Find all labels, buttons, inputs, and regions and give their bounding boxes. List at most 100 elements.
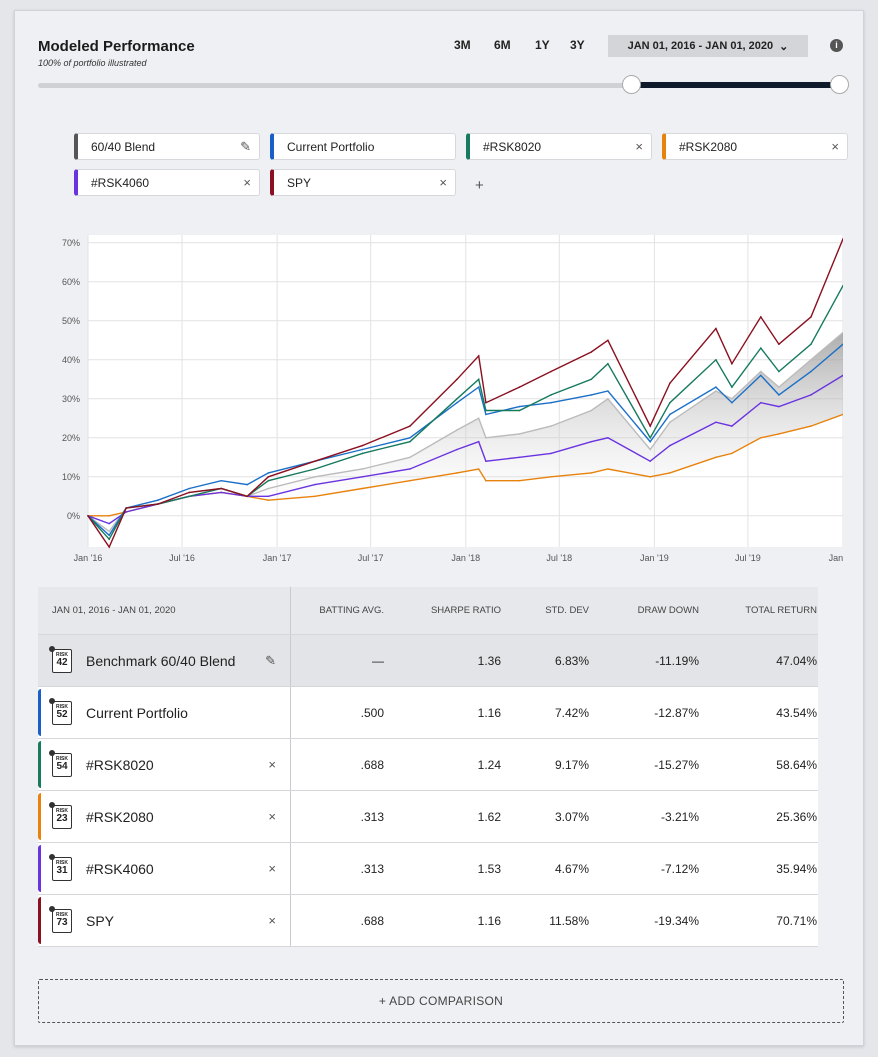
risk-score-icon: RISK 54	[49, 749, 72, 777]
range-slider-fill	[632, 82, 840, 88]
column-header[interactable]: DRAW DOWN	[637, 605, 699, 616]
table-cell: -3.21%	[660, 809, 699, 824]
table-cell: 58.64%	[776, 757, 817, 772]
performance-card: Modeled Performance 100% of portfolio il…	[14, 10, 864, 1046]
data-point	[760, 316, 762, 318]
chip--rsk4060[interactable]: #RSK4060 ×	[74, 169, 260, 196]
chip-current-portfolio[interactable]: Current Portfolio	[270, 133, 456, 160]
table-cell: 43.54%	[776, 705, 817, 720]
x-tick-label: Jan '20	[829, 553, 843, 563]
range-1y-button[interactable]: 1Y	[535, 38, 550, 52]
y-tick-label: 60%	[62, 277, 80, 287]
data-point	[550, 401, 552, 404]
date-range-dropdown[interactable]: JAN 01, 2016 - JAN 01, 2020 ⌄	[608, 35, 808, 57]
data-point	[156, 503, 159, 505]
pencil-icon[interactable]: ✎	[265, 652, 276, 668]
column-header[interactable]: STD. DEV	[545, 605, 589, 616]
data-point	[810, 359, 812, 361]
chip-spy[interactable]: SPY ×	[270, 169, 456, 196]
series-color-bar	[38, 845, 41, 892]
table-cell: 1.24	[477, 757, 501, 772]
data-point	[485, 409, 487, 412]
remove-icon[interactable]: ×	[268, 809, 276, 824]
chip-60-40-blend[interactable]: 60/40 Blend ✎	[74, 133, 260, 160]
range-6m-button[interactable]: 6M	[494, 38, 511, 52]
close-icon[interactable]: ×	[635, 139, 643, 154]
data-point	[477, 378, 480, 381]
close-icon[interactable]: ×	[831, 139, 839, 154]
data-point	[731, 398, 733, 400]
remove-icon[interactable]: ×	[268, 757, 276, 772]
data-point	[108, 515, 110, 517]
risk-score-icon: RISK 42	[49, 645, 72, 673]
data-point	[669, 444, 671, 447]
series-line-current-portfolio	[87, 343, 843, 537]
data-point	[810, 316, 812, 318]
close-icon[interactable]: ×	[243, 175, 251, 190]
table-cell: .688	[360, 913, 384, 928]
data-point	[361, 444, 364, 447]
column-header[interactable]: TOTAL RETURN	[745, 605, 817, 616]
y-tick-label: 20%	[62, 433, 80, 443]
data-point	[456, 398, 458, 400]
data-point	[715, 359, 717, 361]
table-header: JAN 01, 2016 - JAN 01, 2020 BATTING AVG. S…	[38, 587, 818, 635]
range-3y-button[interactable]: 3Y	[570, 38, 585, 52]
data-point	[267, 487, 270, 490]
data-point	[715, 456, 717, 459]
data-point	[778, 343, 780, 345]
pencil-icon[interactable]: ✎	[240, 138, 251, 154]
chip-label: #RSK2080	[679, 139, 738, 154]
header-date-range: JAN 01, 2016 - JAN 01, 2020	[38, 587, 291, 634]
data-point	[267, 495, 270, 498]
data-point	[477, 440, 480, 443]
data-point	[456, 429, 458, 431]
y-tick-label: 30%	[62, 394, 80, 404]
chip--rsk8020[interactable]: #RSK8020 ×	[466, 133, 652, 160]
column-header[interactable]: SHARPE RATIO	[430, 605, 501, 616]
chevron-down-icon: ⌄	[779, 40, 789, 53]
data-point	[409, 468, 411, 470]
y-tick-label: 50%	[62, 316, 80, 326]
data-point	[760, 370, 762, 373]
data-point	[715, 386, 717, 388]
data-point	[810, 370, 812, 373]
add-comparison-button[interactable]: + ADD COMPARISON	[38, 979, 844, 1023]
data-point	[669, 421, 671, 423]
close-icon[interactable]: ×	[439, 175, 447, 190]
range-slider-track[interactable]	[38, 83, 838, 88]
data-point	[267, 499, 270, 502]
table-cell: 4.67%	[554, 861, 589, 876]
data-point	[220, 487, 223, 490]
x-tick-label: Jul '17	[358, 553, 384, 563]
data-point	[108, 534, 110, 537]
table-row: RISK 23 #RSK2080 × .313 1.62 3.07% -3.21% 25.36%	[38, 791, 818, 843]
data-point	[518, 405, 521, 408]
data-point	[550, 452, 552, 455]
chip--rsk2080[interactable]: #RSK2080 ×	[662, 133, 848, 160]
data-point	[188, 495, 191, 498]
data-point	[778, 370, 780, 373]
data-point	[669, 472, 671, 474]
range-slider-end-handle[interactable]	[830, 75, 849, 94]
risk-score-icon: RISK 31	[49, 853, 72, 881]
data-point	[550, 394, 552, 396]
data-point	[607, 468, 609, 470]
table-cell: 70.71%	[776, 913, 817, 928]
add-chip-button[interactable]: +	[475, 177, 484, 194]
data-point	[477, 468, 480, 470]
range-slider-start-handle[interactable]	[622, 75, 641, 94]
info-icon[interactable]: i	[830, 39, 843, 52]
data-point	[485, 437, 487, 439]
x-tick-label: Jan '19	[640, 553, 669, 563]
data-point	[477, 386, 480, 388]
remove-icon[interactable]: ×	[268, 861, 276, 876]
series-line--rsk8020	[87, 285, 843, 541]
chip-label: #RSK8020	[483, 139, 542, 154]
data-point	[314, 468, 316, 470]
range-3m-button[interactable]: 3M	[454, 38, 471, 52]
column-header[interactable]: BATTING AVG.	[319, 605, 384, 616]
remove-icon[interactable]: ×	[268, 913, 276, 928]
data-point	[842, 374, 843, 377]
table-row: RISK 42 Benchmark 60/40 Blend ✎ — 1.36 6.83% -1…	[38, 635, 818, 687]
